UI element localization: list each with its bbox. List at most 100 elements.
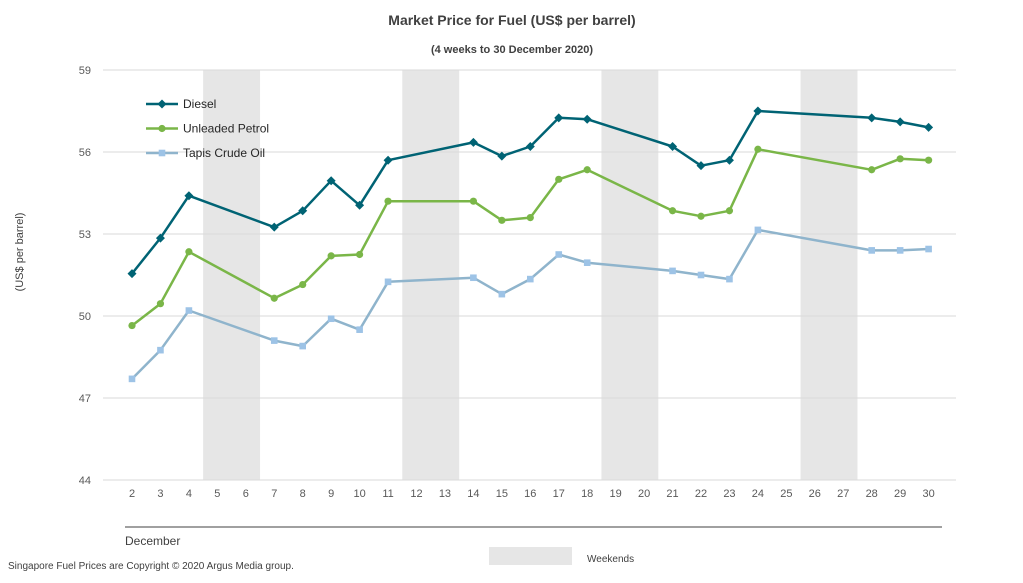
- legend-marker: [158, 149, 166, 157]
- x-tick-label: 20: [638, 488, 650, 500]
- y-tick-label: 50: [79, 311, 91, 323]
- x-tick-label: 30: [922, 488, 934, 500]
- data-point: [327, 252, 335, 260]
- data-point: [185, 248, 193, 256]
- series-line: [131, 228, 929, 380]
- data-point: [128, 375, 136, 383]
- data-point: [754, 226, 762, 234]
- data-point: [696, 161, 706, 171]
- weekend-bands: [203, 70, 858, 480]
- data-point: [356, 326, 363, 333]
- legend-marker: [158, 124, 166, 133]
- data-point: [724, 155, 734, 165]
- data-point: [468, 137, 478, 147]
- x-tick-label: 13: [439, 488, 451, 500]
- x-tick-label: 17: [553, 488, 565, 500]
- y-tick-label: 44: [79, 475, 91, 487]
- data-point: [269, 222, 279, 232]
- data-point: [895, 117, 905, 127]
- x-tick-label: 10: [353, 488, 365, 500]
- x-tick-label: 11: [382, 488, 393, 500]
- y-axis-label: (US$ per barrel): [14, 213, 26, 292]
- data-point: [498, 216, 506, 224]
- legend-marker: [157, 99, 167, 109]
- data-point: [725, 207, 734, 215]
- x-tick-label: 9: [328, 488, 334, 500]
- data-point: [697, 212, 705, 220]
- weekend-band: [402, 70, 460, 480]
- data-point: [298, 206, 308, 216]
- data-point: [155, 233, 165, 243]
- data-point: [726, 275, 733, 283]
- data-point: [582, 114, 592, 124]
- y-tick-label: 56: [79, 147, 91, 159]
- data-point: [384, 278, 392, 286]
- y-tick-label: 53: [79, 229, 91, 241]
- data-point: [527, 275, 534, 283]
- x-tick-label: 22: [695, 488, 707, 500]
- data-point: [270, 337, 278, 344]
- data-point: [669, 267, 676, 275]
- data-point: [299, 280, 307, 289]
- chart-title: Market Price for Fuel (US$ per barrel): [388, 12, 635, 28]
- data-point: [668, 207, 677, 215]
- x-tick-label: 7: [271, 488, 277, 500]
- data-point: [185, 307, 193, 314]
- weekend-band: [800, 70, 858, 480]
- x-tick-label: 12: [410, 488, 422, 500]
- data-point: [525, 142, 535, 152]
- x-tick-label: 3: [157, 488, 163, 500]
- x-tick-label: 26: [809, 488, 821, 500]
- x-tick-label: 27: [837, 488, 849, 500]
- x-tick-label: 25: [780, 488, 792, 500]
- data-point: [383, 155, 393, 165]
- series-lines: [127, 106, 934, 383]
- data-point: [583, 166, 591, 174]
- data-point: [753, 106, 763, 116]
- data-point: [896, 247, 904, 254]
- data-point: [327, 315, 335, 323]
- series-line: [131, 109, 929, 275]
- y-tick-label: 59: [79, 65, 91, 77]
- x-axis-label: December: [125, 534, 180, 548]
- x-tick-label: 5: [214, 488, 220, 500]
- x-tick-label: 19: [610, 488, 622, 500]
- data-point: [497, 151, 507, 161]
- data-point: [697, 271, 705, 279]
- data-point: [896, 155, 904, 163]
- x-tick-label: 16: [524, 488, 536, 500]
- data-point: [355, 200, 365, 210]
- data-point: [469, 197, 477, 205]
- legend-label: Unleaded Petrol: [183, 122, 269, 136]
- x-tick-label: 4: [186, 488, 192, 500]
- gridlines: [103, 69, 956, 481]
- legend-label: Diesel: [183, 97, 216, 111]
- data-point: [924, 122, 934, 132]
- data-point: [498, 290, 506, 298]
- data-point: [867, 113, 877, 123]
- series-line: [131, 148, 929, 327]
- copyright-text: Singapore Fuel Prices are Copyright © 20…: [8, 561, 294, 572]
- x-tick-label: 21: [666, 488, 678, 500]
- x-tick-label: 18: [581, 488, 593, 500]
- data-point: [554, 113, 564, 123]
- data-point: [583, 259, 591, 266]
- data-point: [868, 247, 875, 254]
- legend: Diesel Unleaded Petrol Tapis Crude Oil: [146, 97, 269, 160]
- data-point: [326, 176, 336, 186]
- data-point: [754, 145, 762, 153]
- data-point: [270, 294, 278, 302]
- data-point: [526, 214, 534, 222]
- weekends-legend-label: Weekends: [587, 554, 634, 565]
- x-tick-label: 8: [300, 488, 306, 500]
- data-point: [555, 175, 563, 183]
- legend-label: Tapis Crude Oil: [183, 146, 265, 160]
- data-point: [128, 321, 136, 330]
- chart-subtitle: (4 weeks to 30 December 2020): [431, 44, 593, 56]
- data-point: [299, 342, 306, 350]
- data-point: [868, 166, 876, 174]
- weekends-legend-swatch: [489, 547, 572, 565]
- data-point: [384, 197, 392, 205]
